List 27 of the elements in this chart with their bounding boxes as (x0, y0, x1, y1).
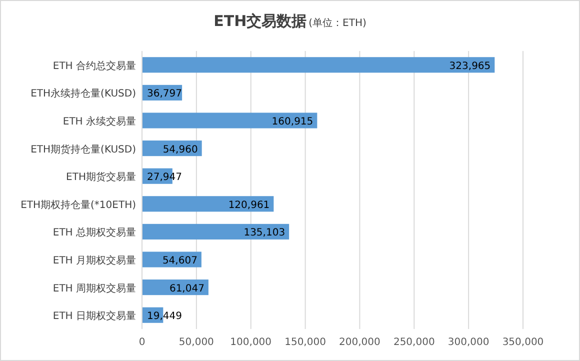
x-tick-label: 0 (138, 337, 146, 348)
y-tick-label: ETH 总期权交易量 (52, 226, 136, 239)
data-label: 160,915 (272, 116, 314, 128)
y-tick-label: ETH永续持仓量(KUSD) (30, 88, 136, 100)
data-label: 61,047 (169, 283, 204, 294)
y-tick-label: ETH 周期权交易量 (52, 282, 136, 294)
data-label: 54,960 (162, 144, 198, 156)
y-tick-label: ETH 月期权交易量 (52, 254, 136, 266)
y-tick-label: ETH期货持仓量(KUSD) (30, 143, 136, 156)
data-label: 54,607 (162, 256, 198, 266)
y-tick-label: ETH 永续交易量 (62, 116, 136, 128)
x-tick-label: 250,000 (393, 337, 435, 348)
y-tick-label: ETH 合约总交易量 (52, 60, 136, 72)
title: ETH交易数据(单位：ETH) (214, 12, 366, 30)
data-label: 135,103 (244, 228, 286, 239)
y-tick-label: ETH期权持仓量(*10ETH) (20, 198, 136, 211)
x-tick-label: 300,000 (448, 337, 490, 348)
x-tick-label: 150,000 (284, 337, 326, 348)
data-label: 323,965 (449, 60, 491, 72)
x-tick-label: 200,000 (339, 337, 380, 348)
x-tick-label: 100,000 (230, 337, 272, 348)
x-tick-label: 350,000 (502, 337, 544, 348)
y-tick-label: ETH 日期权交易量 (52, 310, 136, 322)
data-label: 120,961 (228, 200, 270, 211)
x-tick-label: 50,000 (178, 337, 214, 348)
data-label: 36,797 (147, 88, 182, 100)
y-tick-label: ETH期货交易量 (66, 171, 136, 184)
